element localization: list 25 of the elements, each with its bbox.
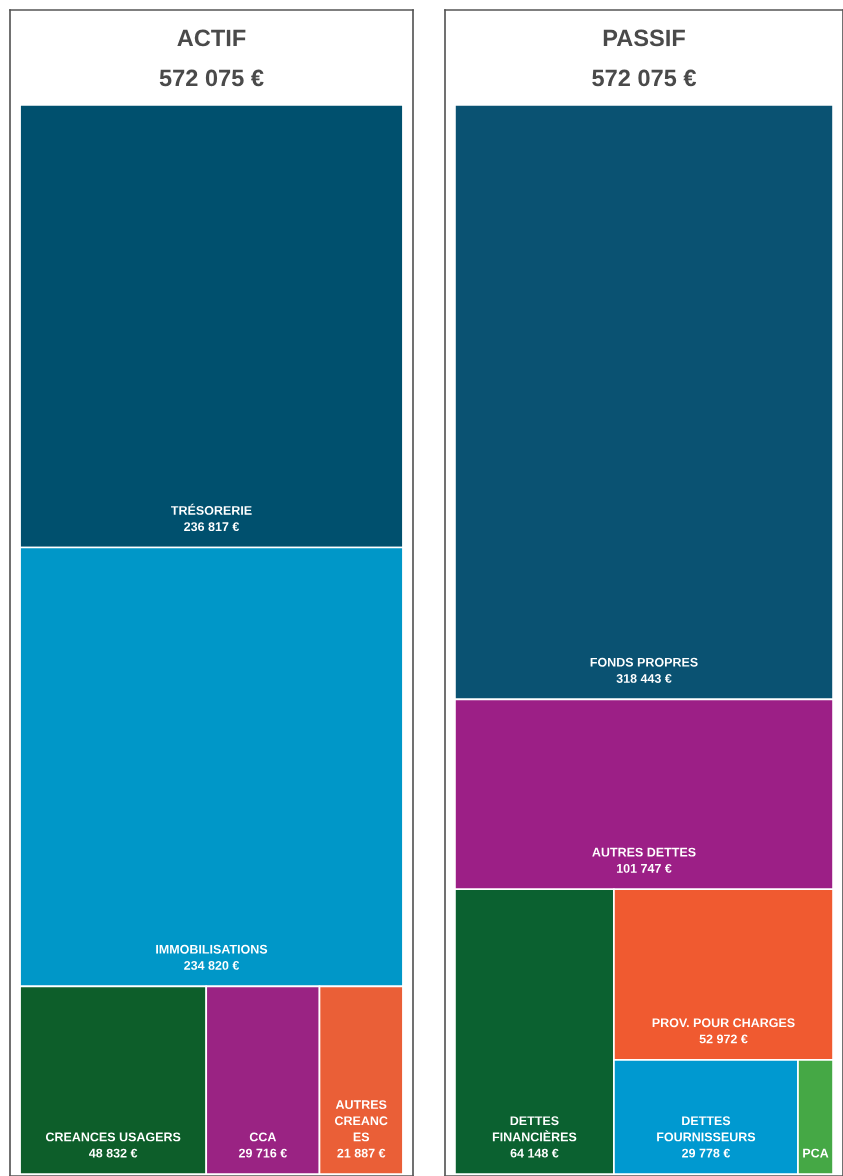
text: ACTIF	[177, 29, 246, 47]
text: PASSIF	[603, 29, 685, 47]
data-label: 52 972 €	[699, 1034, 748, 1044]
category-label: PCA	[803, 1148, 829, 1158]
data-label: 236 817 €	[184, 522, 240, 532]
category-label: FONDS PROPRES	[590, 657, 698, 667]
data-label: 48 832 €	[89, 1148, 138, 1158]
category-label: DETTES FINANCIÈRES	[492, 1116, 577, 1142]
data-label: 101 747 €	[616, 863, 672, 873]
data-label: 29 716 €	[238, 1148, 287, 1158]
data-label: 29 778 €	[682, 1148, 731, 1158]
category-label: CREANCES USAGERS	[45, 1132, 181, 1142]
category-label: CCA	[249, 1132, 277, 1142]
category-label: TRÉSORERIE	[171, 503, 252, 515]
data-label: 234 820 €	[184, 961, 240, 970]
category-label: AUTRES DETTES	[592, 847, 696, 857]
data-label: 21 887 €	[337, 1148, 386, 1158]
category-label: PROV. POUR CHARGES	[652, 1018, 795, 1028]
data-label: 318 443 €	[616, 674, 672, 683]
text: 572 075 €	[592, 69, 697, 87]
category-label: AUTRES CREANC ES	[334, 1100, 388, 1142]
category-label: DETTES FOURNISSEURS	[657, 1116, 756, 1142]
text: 572 075 €	[159, 69, 264, 87]
category-label: IMMOBILISATIONS	[156, 944, 268, 954]
data-label: 64 148 €	[510, 1148, 559, 1158]
